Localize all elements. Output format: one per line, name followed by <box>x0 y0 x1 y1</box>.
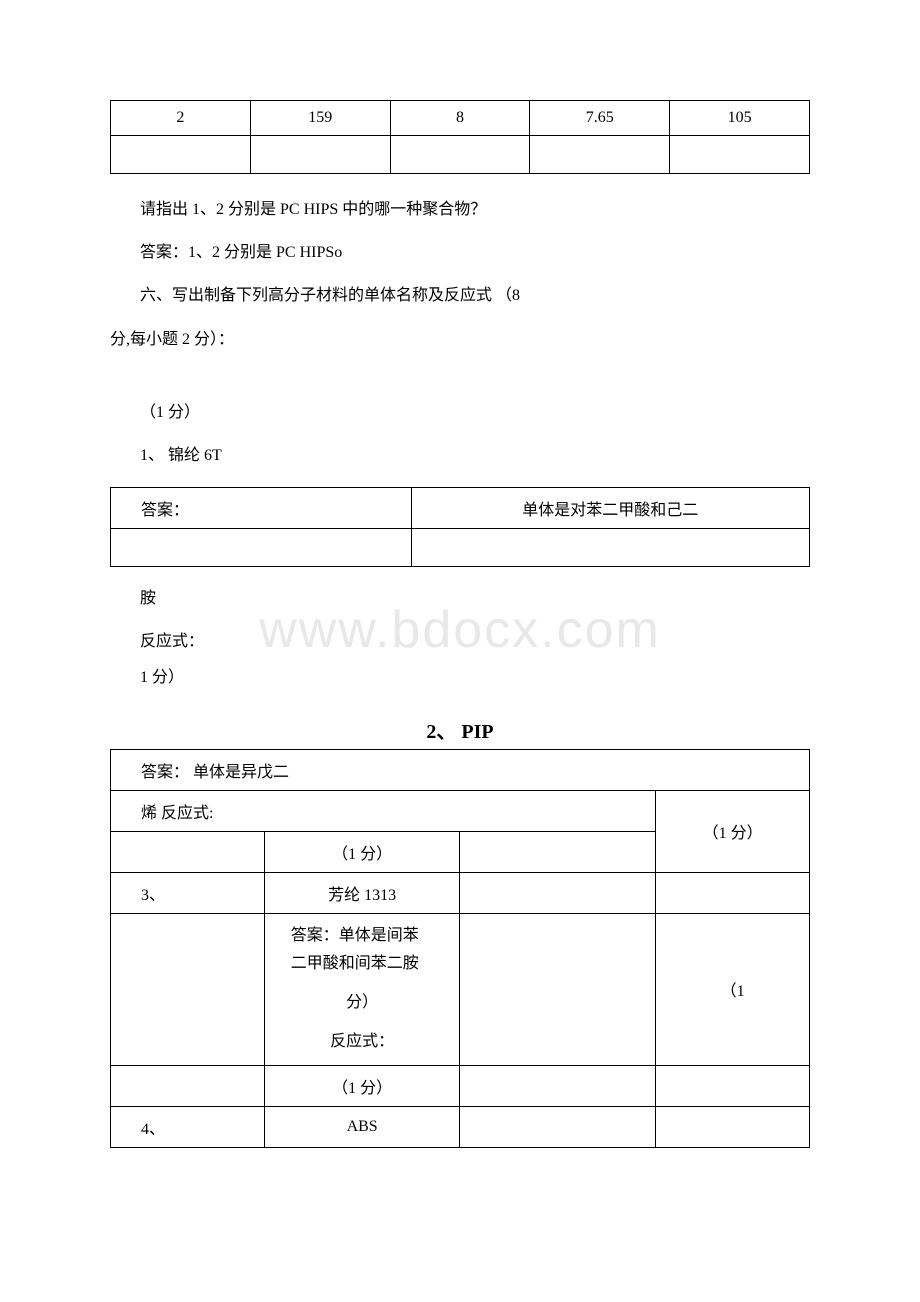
table-three: 答案： 单体是异戊二 烯 反应式: （1 分） （1 分） 3、 芳纶 1313 <box>110 749 810 1148</box>
cell: 105 <box>670 101 810 136</box>
paragraph: （1 分） <box>110 395 810 430</box>
cell <box>460 872 656 913</box>
table-row: 4、 ABS <box>111 1106 810 1147</box>
paragraph: 反应式： <box>110 624 810 659</box>
table-one: 2 159 8 7.65 105 <box>110 100 810 174</box>
cell-line: 答案：单体是间苯二甲酸和间苯二胺 <box>277 922 448 980</box>
table-row: （1 分） <box>111 1065 810 1106</box>
cell <box>656 872 810 913</box>
paragraph: 分,每小题 2 分）： <box>110 322 810 357</box>
cell-line: 分） <box>277 989 448 1018</box>
paragraph: 1 分） <box>110 660 810 695</box>
paragraph: 胺 <box>110 581 810 616</box>
cell: 答案： 单体是异戊二 <box>111 749 810 790</box>
cell <box>656 1065 810 1106</box>
table-row: 答案：单体是间苯二甲酸和间苯二胺 分） 反应式： （1 <box>111 913 810 1065</box>
cell: （1 分） <box>264 831 460 872</box>
cell: 烯 反应式: <box>111 790 656 831</box>
cell: （1 分） <box>656 790 810 872</box>
table-two: 答案： 单体是对苯二甲酸和己二 <box>110 487 810 567</box>
cell <box>111 831 265 872</box>
cell: （1 <box>656 913 810 1065</box>
cell <box>460 1106 656 1147</box>
cell <box>670 136 810 174</box>
cell: 8 <box>390 101 530 136</box>
cell: 4、 <box>111 1106 265 1147</box>
table-row: 答案： 单体是对苯二甲酸和己二 <box>111 488 810 529</box>
cell: 芳纶 1313 <box>264 872 460 913</box>
paragraph: 答案：1、2 分别是 PC HIPSo <box>110 235 810 270</box>
cell: 答案： <box>111 488 412 529</box>
cell <box>656 1106 810 1147</box>
cell: 答案：单体是间苯二甲酸和间苯二胺 分） 反应式： <box>264 913 460 1065</box>
table-row: 烯 反应式: （1 分） <box>111 790 810 831</box>
table-row: 3、 芳纶 1313 <box>111 872 810 913</box>
cell <box>460 1065 656 1106</box>
cell <box>390 136 530 174</box>
cell: 单体是对苯二甲酸和己二 <box>411 488 809 529</box>
cell <box>111 136 251 174</box>
cell: 2 <box>111 101 251 136</box>
cell <box>460 831 656 872</box>
table-row: 2 159 8 7.65 105 <box>111 101 810 136</box>
cell <box>111 1065 265 1106</box>
paragraph: 1、 锦纶 6T <box>110 438 810 473</box>
cell: 159 <box>250 101 390 136</box>
paragraph: 请指出 1、2 分别是 PC HIPS 中的哪一种聚合物？ <box>110 192 810 227</box>
cell: 3、 <box>111 872 265 913</box>
cell: ABS <box>264 1106 460 1147</box>
table-row: 答案： 单体是异戊二 <box>111 749 810 790</box>
cell <box>111 913 265 1065</box>
cell <box>411 529 809 567</box>
cell <box>460 913 656 1065</box>
section-title: 2、 PIP <box>110 715 810 744</box>
cell <box>111 529 412 567</box>
cell <box>250 136 390 174</box>
cell: （1 分） <box>264 1065 460 1106</box>
paragraph: 六、写出制备下列高分子材料的单体名称及反应式 （8 <box>110 278 810 313</box>
cell <box>530 136 670 174</box>
cell-line: 反应式： <box>277 1028 448 1057</box>
table-row <box>111 136 810 174</box>
cell: 7.65 <box>530 101 670 136</box>
table-row <box>111 529 810 567</box>
